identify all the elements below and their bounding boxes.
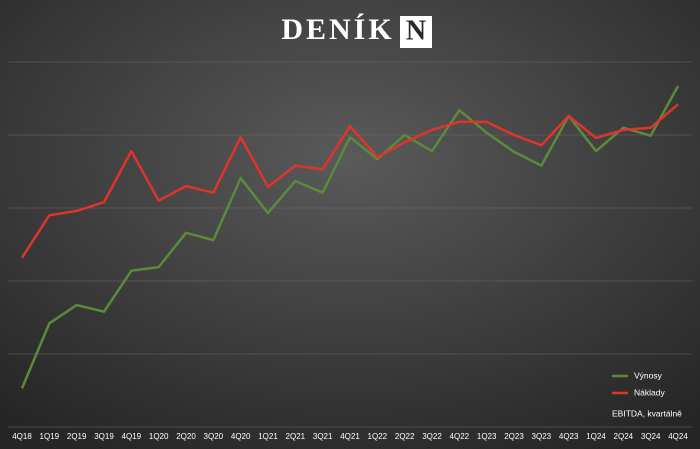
annotation: EBITDA, kvartálně <box>612 408 682 418</box>
x-tick-label: 4Q23 <box>559 432 579 441</box>
x-tick-label: 3Q20 <box>204 432 224 441</box>
x-tick-label: 1Q24 <box>586 432 606 441</box>
x-tick-label: 4Q20 <box>231 432 251 441</box>
x-tick-label: 3Q21 <box>313 432 333 441</box>
x-tick-label: 1Q21 <box>258 432 278 441</box>
x-tick-label: 4Q21 <box>340 432 360 441</box>
legend-label: Výnosy <box>634 370 663 380</box>
logo-box <box>400 16 432 48</box>
x-tick-label: 2Q22 <box>395 432 415 441</box>
chart-title: DENÍK <box>281 13 394 46</box>
x-tick-label: 3Q19 <box>94 432 114 441</box>
x-tick-label: 3Q23 <box>532 432 552 441</box>
x-tick-label: 4Q22 <box>450 432 470 441</box>
x-tick-label: 1Q22 <box>368 432 388 441</box>
x-tick-label: 2Q19 <box>67 432 87 441</box>
x-tick-label: 4Q19 <box>122 432 142 441</box>
x-tick-label: 3Q22 <box>422 432 442 441</box>
x-tick-label: 1Q23 <box>477 432 497 441</box>
legend-label: Náklady <box>634 387 665 397</box>
x-tick-label: 2Q23 <box>504 432 524 441</box>
x-tick-label: 2Q24 <box>614 432 634 441</box>
x-tick-label: 3Q24 <box>641 432 661 441</box>
x-tick-label: 1Q19 <box>40 432 60 441</box>
logo: N <box>406 15 426 46</box>
x-tick-label: 1Q20 <box>149 432 169 441</box>
x-tick-label: 2Q20 <box>176 432 196 441</box>
series-line <box>20 103 679 259</box>
x-tick-label: 4Q18 <box>12 432 32 441</box>
x-tick-label: 4Q24 <box>668 432 688 441</box>
x-tick-label: 2Q21 <box>286 432 306 441</box>
